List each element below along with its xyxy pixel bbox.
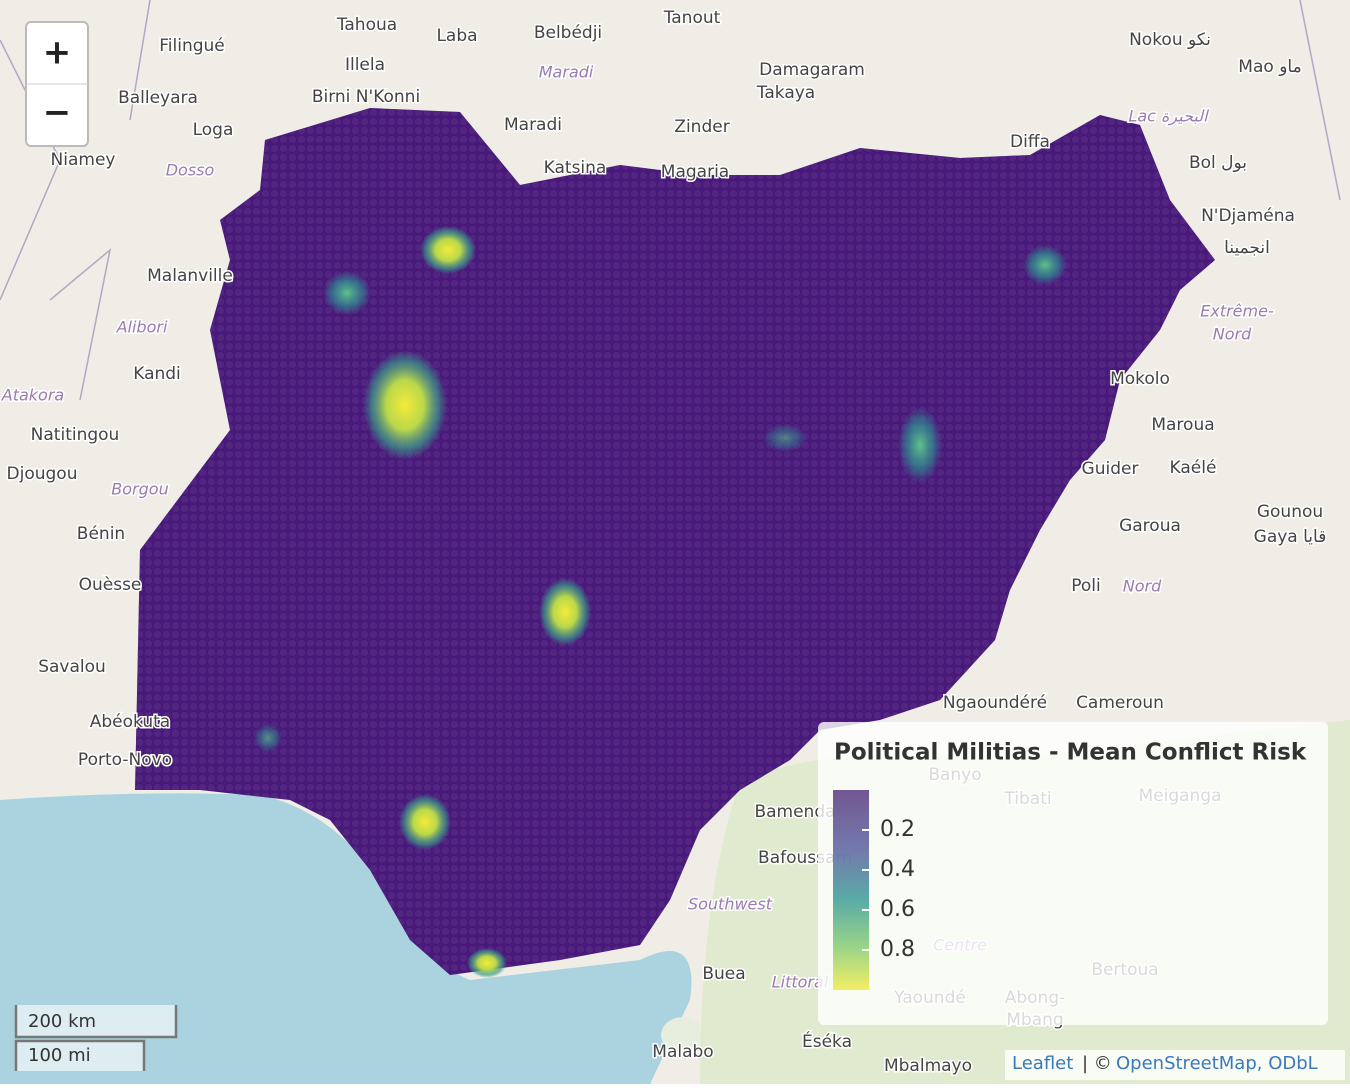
place-label: Nord bbox=[1123, 577, 1162, 596]
attribution: Leaflet | © OpenStreetMap, ODbL bbox=[1005, 1050, 1345, 1080]
legend-title: Political Militias - Mean Conflict Risk bbox=[834, 740, 1307, 766]
place-labels: Tahoua Laba Belbédji Tanout Nokou نكو Mao ماو… bbox=[0, 7, 1328, 1078]
borders bbox=[0, 0, 1341, 401]
scale-metric-bar bbox=[14, 1005, 178, 1039]
place-label: Loga bbox=[193, 120, 234, 140]
hex-grid bbox=[135, 108, 1215, 975]
legend-tick-label: 0.6 bbox=[880, 897, 915, 922]
place-label: Abéokuta bbox=[90, 712, 170, 732]
place-label: Atakora bbox=[1, 386, 64, 405]
hotspot bbox=[467, 948, 507, 978]
place-label: Illela bbox=[345, 55, 385, 75]
place-label: Savalou bbox=[38, 657, 106, 677]
place-label: Malabo bbox=[652, 1042, 713, 1062]
place-label: Mbalmayo bbox=[884, 1056, 972, 1076]
legend: Political Militias - Mean Conflict Risk … bbox=[818, 722, 1328, 1025]
zoom-out[interactable]: − bbox=[43, 93, 72, 133]
place-label: Tahoua bbox=[336, 15, 397, 35]
place-label: Malanville bbox=[147, 266, 233, 286]
place-label: Natitingou bbox=[31, 425, 120, 445]
hex-layer bbox=[135, 108, 1215, 978]
place-label: Maroua bbox=[1151, 415, 1214, 435]
place-label: Damagaram bbox=[759, 60, 865, 80]
place-label: انجمينا bbox=[1224, 238, 1270, 258]
attribution-sep: | © bbox=[1082, 1053, 1112, 1074]
place-label: Alibori bbox=[116, 318, 168, 337]
place-label: Kaélé bbox=[1170, 458, 1217, 478]
place-label: Magaria bbox=[661, 162, 729, 182]
place-label: Bol بول bbox=[1189, 153, 1247, 173]
island bbox=[661, 1017, 705, 1053]
hotspot bbox=[254, 724, 282, 752]
zoom-control: + − bbox=[25, 21, 89, 147]
place-label: Ngaoundéré bbox=[943, 693, 1047, 713]
place-label: Garoua bbox=[1119, 516, 1181, 536]
scale-metric: 200 km bbox=[28, 1011, 96, 1032]
legend-tick-label: 0.4 bbox=[880, 857, 915, 882]
place-label: Cameroun bbox=[1076, 693, 1164, 713]
hotspot bbox=[420, 226, 476, 274]
legend-box bbox=[818, 722, 1328, 1025]
place-label: Laba bbox=[436, 26, 477, 46]
place-label: Southwest bbox=[688, 895, 773, 914]
place-label: N'Djaména bbox=[1201, 206, 1295, 226]
place-label: Filingué bbox=[159, 36, 225, 56]
color-bar bbox=[833, 790, 869, 990]
place-label: Buea bbox=[702, 964, 745, 984]
place-label: Kandi bbox=[133, 364, 181, 384]
place-label: Bamenda bbox=[754, 802, 835, 822]
place-label: Littoral bbox=[772, 973, 829, 992]
place-label: Borgou bbox=[111, 480, 168, 499]
place-label: Bénin bbox=[77, 524, 125, 544]
attribution-box bbox=[1005, 1050, 1345, 1080]
place-label: Guider bbox=[1082, 459, 1139, 479]
place-label: Maradi bbox=[504, 115, 562, 135]
place-label: Takaya bbox=[756, 83, 815, 103]
leaflet-link[interactable]: Leaflet bbox=[1012, 1053, 1073, 1074]
place-label: Birni N'Konni bbox=[312, 87, 420, 107]
hotspot bbox=[363, 350, 447, 460]
place-label: Gaya قايا bbox=[1254, 527, 1327, 547]
hotspot bbox=[1023, 245, 1067, 285]
hotspot bbox=[539, 578, 591, 646]
place-label: Djougou bbox=[7, 464, 78, 484]
scale-imperial-bar bbox=[14, 1039, 146, 1071]
zoom-in[interactable]: + bbox=[43, 33, 72, 73]
place-label: Diffa bbox=[1010, 132, 1050, 152]
place-label: Ouèsse bbox=[79, 575, 142, 595]
legend-tick-label: 0.2 bbox=[880, 817, 915, 842]
place-label: Zinder bbox=[674, 117, 729, 137]
osm-link[interactable]: OpenStreetMap, ODbL bbox=[1116, 1053, 1318, 1074]
place-label: Gounou bbox=[1257, 502, 1323, 522]
place-label: Niamey bbox=[51, 150, 116, 170]
place-label: Tanout bbox=[663, 8, 721, 28]
place-label: Lac البحيرة bbox=[1128, 107, 1209, 126]
place-label: Nord bbox=[1213, 325, 1252, 344]
place-label: Belbédji bbox=[534, 23, 602, 43]
hotspot bbox=[399, 794, 451, 850]
place-label: Balleyara bbox=[118, 88, 198, 108]
scale-imperial: 100 mi bbox=[28, 1045, 91, 1066]
hotspot bbox=[323, 271, 371, 315]
place-label: Mokolo bbox=[1110, 369, 1170, 389]
place-label: Nokou نكو bbox=[1129, 30, 1211, 50]
place-label: Katsina bbox=[544, 158, 607, 178]
place-label: Poli bbox=[1071, 576, 1101, 596]
hotspot bbox=[763, 424, 807, 452]
place-label: Mao ماو bbox=[1238, 57, 1301, 77]
legend-tick-label: 0.8 bbox=[880, 937, 915, 962]
place-label: Maradi bbox=[539, 63, 594, 82]
place-label: Éséka bbox=[802, 1030, 852, 1052]
place-label: Extrême- bbox=[1200, 302, 1274, 321]
hotspot bbox=[898, 407, 942, 483]
scale-bar: 200 km 100 mi bbox=[14, 1005, 178, 1071]
place-label: Porto-Novo bbox=[78, 750, 172, 770]
place-label: Dosso bbox=[166, 161, 215, 180]
